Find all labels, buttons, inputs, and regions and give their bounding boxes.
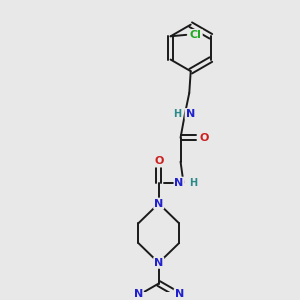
Text: O: O [199,133,208,143]
Text: Cl: Cl [190,30,202,40]
Text: N: N [154,199,164,208]
Text: N: N [175,178,184,188]
Text: O: O [154,156,164,166]
Text: N: N [154,258,164,268]
Text: N: N [185,109,195,119]
Text: N: N [175,289,184,299]
Text: H: H [173,109,181,119]
Text: H: H [189,178,197,188]
Text: N: N [134,289,143,299]
